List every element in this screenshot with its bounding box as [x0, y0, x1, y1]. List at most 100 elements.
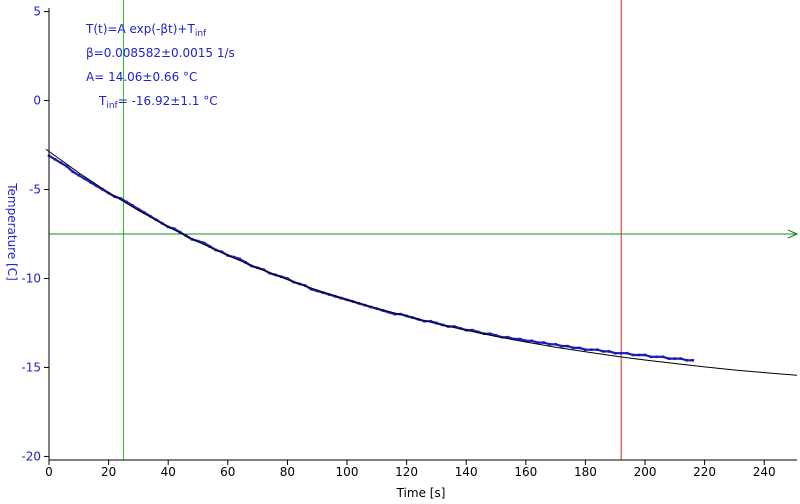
data-point [661, 355, 665, 359]
y-tick-label: -10 [21, 271, 41, 285]
tick-layer: 0 20 40 60 80 100 120 140 160 180 200 220 240 5 0 -5 -10… [21, 5, 775, 479]
fit-formula-main: T(t)=A exp(-βt)+T [85, 22, 195, 36]
data-point [608, 350, 611, 353]
data-point [488, 332, 492, 335]
data-point [667, 357, 671, 360]
data-point [143, 211, 146, 214]
fit-tinf-sub: inf [106, 101, 118, 111]
fit-annotation: T(t)=A exp(-βt)+Tinf β=0.008582±0.0015 1… [85, 22, 235, 111]
data-point [232, 255, 236, 259]
data-point [381, 309, 385, 312]
data-point [149, 214, 152, 218]
data-point [220, 250, 224, 254]
fit-tinf-main: T [98, 94, 107, 108]
data-point [77, 174, 81, 177]
data-point [637, 353, 641, 357]
fit-formula: T(t)=A exp(-βt)+Tinf [85, 22, 207, 39]
data-point [530, 339, 534, 343]
data-point [542, 341, 545, 344]
data-point [649, 355, 653, 359]
data-point [512, 337, 516, 341]
y-axis-label: Temperature [C] [5, 182, 19, 281]
data-point [459, 327, 462, 330]
data-point [548, 343, 551, 346]
data-point [315, 289, 319, 293]
data-point [584, 348, 587, 351]
y-tick-label: 5 [33, 5, 41, 19]
data-point [566, 344, 569, 348]
data-point [53, 158, 57, 161]
data-point [83, 177, 87, 181]
data-point [101, 188, 104, 191]
x-tick-label: 0 [45, 465, 53, 479]
data-point [89, 181, 92, 184]
data-point [71, 170, 75, 173]
data-point [494, 334, 498, 337]
data-point [238, 257, 241, 261]
fit-amplitude: A= 14.06±0.66 °C [86, 70, 197, 84]
y-tick-label: -5 [29, 183, 41, 197]
data-point [125, 200, 128, 204]
x-tick-label: 180 [574, 465, 597, 479]
y-tick-label: -20 [21, 449, 41, 463]
data-point [178, 230, 182, 234]
data-point [679, 357, 683, 360]
data-point [619, 351, 623, 355]
cursor-layer [49, 0, 799, 460]
data-point [518, 337, 522, 341]
data-point [506, 335, 510, 339]
data-point [643, 353, 647, 357]
data-point [208, 245, 212, 248]
data-point [453, 325, 456, 328]
x-tick-label: 100 [336, 465, 359, 479]
fit-curve [45, 148, 798, 376]
data-point [65, 165, 69, 168]
data-point [202, 241, 206, 245]
fit-tinf-value: = -16.92±1.1 °C [118, 94, 218, 108]
x-tick-label: 140 [455, 465, 478, 479]
x-tick-label: 220 [693, 465, 716, 479]
data-point [572, 346, 575, 350]
data-point [673, 357, 677, 360]
data-point [655, 355, 659, 359]
data-layer [45, 148, 798, 376]
fit-tinf: Tinf= -16.92±1.1 °C [98, 94, 218, 111]
x-tick-label: 80 [280, 465, 295, 479]
data-point [560, 344, 563, 348]
data-point [393, 312, 396, 316]
x-tick-label: 120 [395, 465, 418, 479]
x-tick-label: 20 [101, 465, 116, 479]
data-point [333, 295, 337, 298]
data-point [578, 346, 581, 350]
x-tick-label: 160 [514, 465, 537, 479]
data-point [309, 287, 313, 291]
data-point [631, 353, 635, 357]
data-trace [48, 154, 693, 362]
x-tick-label: 240 [753, 465, 776, 479]
fit-beta: β=0.008582±0.0015 1/s [86, 46, 235, 60]
data-point [131, 204, 134, 207]
data-point [95, 184, 98, 188]
data-point [429, 319, 432, 323]
data-point [369, 305, 373, 309]
data-point [119, 197, 122, 200]
data-point [387, 311, 390, 314]
y-tick-label: 0 [33, 94, 41, 108]
data-point [321, 291, 325, 294]
data-point [196, 239, 200, 243]
data-point [691, 359, 694, 362]
data-point [137, 207, 140, 211]
data-point [262, 268, 265, 271]
fit-formula-sub: inf [195, 29, 207, 39]
data-point [625, 351, 629, 355]
data-point [327, 293, 331, 296]
horizontal-cursor-arrow [787, 229, 799, 239]
data-point [470, 328, 474, 332]
data-point [613, 351, 617, 355]
data-point [596, 348, 599, 351]
data-point [59, 161, 63, 165]
data-point [476, 330, 480, 334]
data-point [524, 339, 528, 343]
